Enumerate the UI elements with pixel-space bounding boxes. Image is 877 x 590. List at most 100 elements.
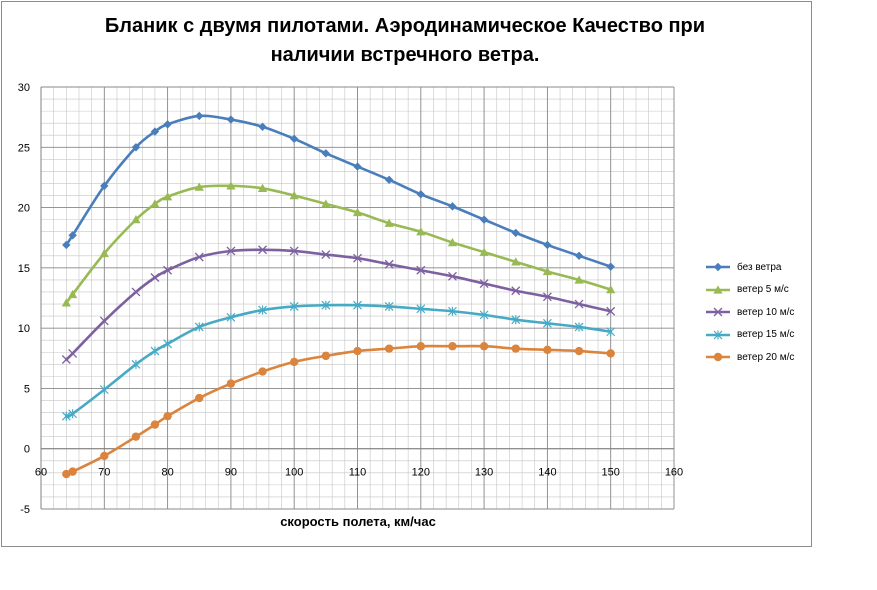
legend-item: ветер 5 м/с <box>705 279 811 302</box>
data-point-series-4 <box>68 409 78 419</box>
chart-title: Бланик с двумя пилотами. Аэродинамическо… <box>30 12 780 70</box>
data-point-series-5 <box>62 469 71 479</box>
legend-label: без ветра <box>737 261 782 273</box>
data-point-series-4 <box>542 318 552 328</box>
data-point-series-3 <box>258 245 268 255</box>
data-point-series-2 <box>384 218 394 227</box>
data-point-series-1 <box>543 240 552 250</box>
x-tick-label: 150 <box>602 467 620 479</box>
x-tick-label: 60 <box>35 467 47 479</box>
data-point-series-5 <box>100 451 109 461</box>
data-point-series-5 <box>448 342 457 351</box>
data-point-series-1 <box>606 262 615 271</box>
x-axis-label: скорость полета, км/час <box>280 514 436 529</box>
data-point-series-5 <box>163 411 172 421</box>
x-tick-label: 100 <box>285 467 303 479</box>
data-point-series-5 <box>416 342 425 351</box>
data-point-series-3 <box>353 253 362 263</box>
x-tick-label: 160 <box>665 467 683 479</box>
data-point-series-1 <box>258 122 267 131</box>
data-point-series-4 <box>321 300 331 310</box>
legend-swatch-marker <box>713 307 723 317</box>
grid <box>40 86 675 510</box>
data-point-series-2 <box>289 190 299 200</box>
data-point-series-3 <box>289 246 299 256</box>
data-point-series-4 <box>226 312 236 322</box>
legend-item: ветер 20 м/с <box>705 346 811 369</box>
data-point-series-3 <box>194 252 204 262</box>
legend-swatch-marker <box>713 285 723 294</box>
x-tick-label: 120 <box>412 467 430 479</box>
data-point-series-3 <box>511 286 521 296</box>
data-point-series-4 <box>61 411 71 421</box>
data-point-series-1 <box>62 240 71 250</box>
data-point-series-4 <box>99 385 109 395</box>
data-point-series-1 <box>163 120 172 129</box>
legend-item: ветер 10 м/с <box>705 301 811 324</box>
data-point-series-5 <box>543 345 552 355</box>
data-point-series-5 <box>150 420 160 429</box>
data-point-series-2 <box>574 275 584 284</box>
data-point-series-4 <box>289 301 299 311</box>
chart-frame <box>1 1 812 547</box>
data-point-series-2 <box>163 192 173 201</box>
data-point-series-3 <box>99 316 109 326</box>
data-point-series-4 <box>511 315 521 325</box>
data-point-series-5 <box>384 344 394 353</box>
x-tick-label: 130 <box>475 467 493 479</box>
data-point-series-1 <box>195 111 204 121</box>
data-point-series-2 <box>61 298 71 307</box>
data-point-series-5 <box>131 432 141 441</box>
data-point-series-5 <box>226 379 236 388</box>
data-point-series-4 <box>163 339 173 349</box>
x-tick-label: 110 <box>349 467 367 479</box>
data-point-series-4 <box>194 322 204 332</box>
legend-swatch <box>706 330 730 340</box>
x-tick-label: 140 <box>538 467 556 479</box>
data-point-series-1 <box>290 134 299 144</box>
data-point-series-4 <box>479 310 489 320</box>
legend-swatch <box>706 307 730 317</box>
data-point-series-2 <box>511 257 521 266</box>
data-point-series-2 <box>68 289 78 299</box>
legend-swatch <box>706 263 730 272</box>
legend-label: ветер 15 м/с <box>737 329 795 341</box>
data-point-series-1 <box>68 231 77 240</box>
data-point-series-3 <box>479 279 489 288</box>
data-point-series-3 <box>447 271 457 281</box>
data-point-series-2 <box>416 227 426 236</box>
legend-swatch <box>706 285 730 294</box>
data-point-series-5 <box>479 342 489 351</box>
y-tick-label: 20 <box>18 203 30 215</box>
data-point-series-3 <box>68 349 78 358</box>
data-point-series-5 <box>511 344 520 353</box>
data-point-series-3 <box>542 292 552 302</box>
data-point-series-4 <box>384 301 394 311</box>
x-tick-label: 70 <box>98 467 110 479</box>
legend: без ветра ветер 5 м/с ветер 10 м/с ветер 15… <box>705 256 811 369</box>
data-point-series-1 <box>321 149 331 158</box>
y-tick-label: 5 <box>24 383 30 395</box>
data-point-series-2 <box>321 199 331 208</box>
series-line-2 <box>65 184 612 305</box>
legend-item: без ветра <box>705 256 811 279</box>
data-point-series-5 <box>353 346 362 356</box>
legend-label: ветер 20 м/с <box>737 351 795 363</box>
data-point-series-2 <box>606 284 616 294</box>
y-tick-label: 25 <box>18 142 30 154</box>
legend-swatch-marker <box>713 263 723 272</box>
legend-label: ветер 10 м/с <box>737 306 795 318</box>
data-point-series-2 <box>352 207 363 217</box>
data-point-series-3 <box>606 306 616 316</box>
data-point-series-1 <box>131 143 141 152</box>
data-point-series-2 <box>479 247 489 256</box>
y-tick-label: 30 <box>18 82 30 94</box>
data-point-series-2 <box>447 237 458 247</box>
legend-swatch <box>706 353 730 362</box>
data-point-series-3 <box>150 273 160 282</box>
chart-title-line-1: Бланик с двумя пилотами. Аэродинамическо… <box>104 15 706 37</box>
data-point-series-1 <box>511 228 520 238</box>
y-tick-label: -5 <box>20 504 30 516</box>
data-point-series-3 <box>226 246 236 256</box>
